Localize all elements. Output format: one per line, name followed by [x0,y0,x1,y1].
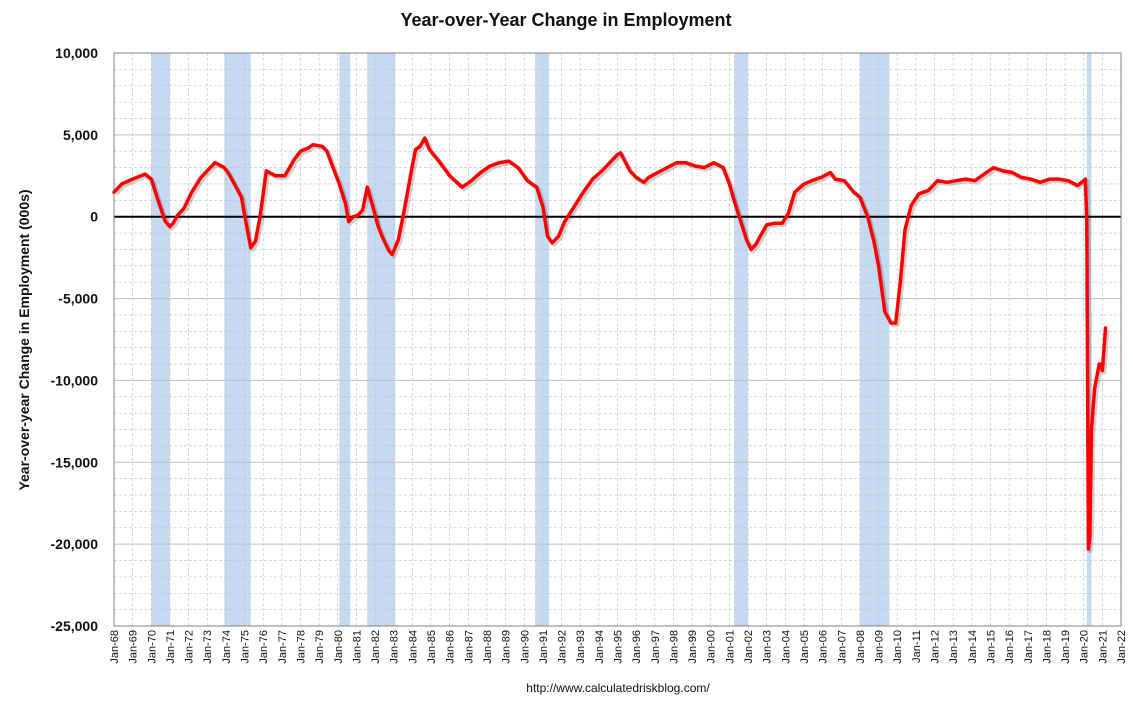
y-tick-label: 0 [90,209,98,225]
x-tick-label: Jan-94 [594,630,606,664]
x-tick-label: Jan-16 [1004,630,1016,664]
recession-band-4 [535,53,550,626]
series-line [112,136,1108,551]
x-tick-label: Jan-72 [184,630,196,664]
source-url: http://www.calculatedriskblog.com/ [526,681,710,695]
x-tick-label: Jan-01 [724,630,736,664]
x-tick-label: Jan-14 [967,630,979,664]
x-tick-label: Jan-76 [258,630,270,664]
y-tick-label: -20,000 [51,536,99,552]
y-tick-label: -10,000 [51,372,99,388]
x-tick-label: Jan-05 [799,630,811,664]
x-tick-label: Jan-74 [221,630,233,664]
y-tick-label: 5,000 [63,127,98,143]
x-tick-label: Jan-11 [911,630,923,663]
y-tick-label: 10,000 [55,45,98,61]
x-tick-label: Jan-03 [762,630,774,664]
x-tick-label: Jan-93 [575,630,587,664]
recession-band-0 [151,53,170,626]
x-tick-label: Jan-91 [538,630,550,664]
x-tick-label: Jan-18 [1041,630,1053,664]
recession-band-3 [367,53,396,626]
x-tick-label: Jan-12 [930,630,942,664]
x-tick-label: Jan-04 [780,630,792,664]
plot-frame [113,52,1122,627]
x-tick-label: Jan-81 [351,630,363,664]
x-tick-label: Jan-68 [109,630,121,664]
x-tick-label: Jan-90 [519,630,531,664]
x-tick-label: Jan-80 [333,630,345,664]
y-tick-label: -25,000 [51,618,99,634]
x-tick-label: Jan-97 [650,630,662,664]
recession-band-2 [339,53,351,626]
x-tick-label: Jan-86 [445,630,457,664]
x-tick-label: Jan-09 [874,630,886,664]
x-tick-label: Jan-87 [463,630,475,664]
x-tick-labels: Jan-68 Jan-69 Jan-70 Jan-71 Jan-72 Jan-73 Jan-… [109,630,1128,664]
x-tick-label: Jan-69 [128,630,140,664]
x-tick-label: Jan-19 [1060,630,1072,664]
x-tick-label: Jan-99 [687,630,699,664]
x-tick-label: Jan-73 [202,630,214,664]
gridlines [113,52,1122,627]
x-tick-label: Jan-85 [426,630,438,664]
recession-band-6 [859,53,890,626]
x-tick-label: Jan-13 [948,630,960,664]
x-tick-label: Jan-84 [407,630,419,664]
y-tick-labels: 10,000 5,000 0 -5,000 -10,000 -15,000 -20,000 -… [51,45,99,634]
y-tick-label: -5,000 [58,291,98,307]
x-tick-label: Jan-02 [743,630,755,664]
x-tick-label: Jan-71 [165,630,177,664]
y-tick-label: -15,000 [51,454,99,470]
x-tick-label: Jan-98 [668,630,680,664]
recession-bands [151,53,1092,626]
y-axis-label: Year-over-year Change in Employment (000… [16,189,32,490]
x-tick-label: Jan-78 [295,630,307,664]
x-tick-label: Jan-75 [240,630,252,664]
x-tick-label: Jan-92 [557,630,569,664]
x-tick-label: Jan-79 [314,630,326,664]
x-tick-label: Jan-20 [1079,630,1091,664]
x-tick-label: Jan-15 [985,630,997,664]
recession-band-1 [224,53,251,626]
x-tick-label: Jan-00 [706,630,718,664]
chart-title: Year-over-Year Change in Employment [400,10,731,30]
x-tick-label: Jan-82 [370,630,382,664]
recession-band-5 [734,53,749,626]
x-tick-label: Jan-83 [389,630,401,664]
x-tick-label: Jan-21 [1097,630,1109,664]
x-tick-label: Jan-07 [836,630,848,664]
x-tick-label: Jan-70 [146,630,158,664]
x-tick-label: Jan-95 [613,630,625,664]
series-line-shadow [114,138,1110,554]
x-tick-label: Jan-96 [631,630,643,664]
x-tick-label: Jan-77 [277,630,289,664]
x-tick-label: Jan-17 [1023,630,1035,664]
x-tick-label: Jan-10 [892,630,904,664]
x-tick-label: Jan-89 [501,630,513,664]
x-tick-label: Jan-88 [482,630,494,664]
x-tick-label: Jan-22 [1116,630,1128,664]
recession-band-7 [1086,53,1092,626]
x-tick-label: Jan-08 [855,630,867,664]
x-tick-label: Jan-06 [818,630,830,664]
